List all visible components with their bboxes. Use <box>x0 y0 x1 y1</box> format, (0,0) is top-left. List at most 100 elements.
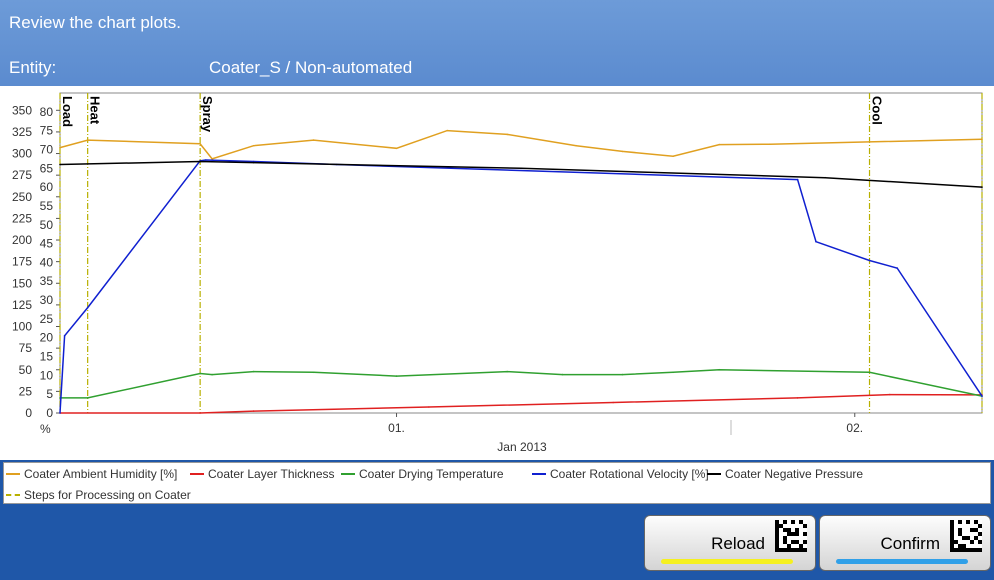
left-tick-label: 125 <box>12 298 32 312</box>
legend-item: Coater Negative Pressure <box>707 467 863 481</box>
data-point <box>59 146 61 149</box>
data-point <box>211 158 213 160</box>
step-label: Spray <box>200 96 215 133</box>
legend-item: Steps for Processing on Coater <box>6 488 191 502</box>
left-tick-label: 250 <box>12 190 32 204</box>
series-line <box>60 393 983 414</box>
legend-label: Coater Negative Pressure <box>725 467 864 481</box>
right-tick-label: 40 <box>40 255 54 269</box>
data-point <box>769 143 771 145</box>
data-point <box>672 371 674 374</box>
x-axis: 01. 02. Jan 2013 <box>388 413 863 454</box>
legend-item: Coater Drying Temperature <box>341 467 504 481</box>
series-layer <box>59 129 983 414</box>
data-point <box>621 373 624 376</box>
data-point <box>718 143 720 146</box>
data-point <box>204 159 207 161</box>
left-tick-label: 350 <box>12 103 32 117</box>
left-tick-label: 300 <box>12 147 32 161</box>
confirm-button[interactable]: Confirm <box>819 515 991 571</box>
legend-swatch <box>707 473 721 475</box>
entity-value: Coater_S / Non-automated <box>209 58 413 77</box>
data-point <box>199 412 201 414</box>
data-point <box>395 375 398 377</box>
left-tick-label: 325 <box>12 125 32 139</box>
legend-swatch <box>6 473 20 475</box>
step-label: Heat <box>88 96 103 125</box>
right-tick-label: 15 <box>40 350 54 364</box>
data-point <box>672 155 674 157</box>
data-point <box>252 161 255 164</box>
data-point <box>815 240 817 243</box>
data-point <box>981 395 983 397</box>
x-axis-label: Jan 2013 <box>497 440 547 454</box>
legend-label: Coater Rotational Velocity [%] <box>550 467 709 481</box>
right-tick-label: 45 <box>40 237 54 251</box>
x-tick-label: 01. <box>388 421 405 435</box>
legend-swatch <box>190 473 204 475</box>
legend-item: Coater Rotational Velocity [%] <box>532 467 709 481</box>
data-point <box>506 370 509 373</box>
entity-label: Entity: <box>9 58 57 77</box>
instruction-text: Review the chart plots. <box>9 13 181 32</box>
confirm-accent-bar <box>836 559 968 564</box>
data-point <box>59 412 61 414</box>
right-tick-label: 65 <box>40 161 54 175</box>
right-tick-label: 60 <box>40 180 54 194</box>
right-tick-label: 30 <box>40 293 54 307</box>
data-point <box>395 147 398 150</box>
left-tick-label: 100 <box>12 320 32 334</box>
left-tick-label: 150 <box>12 276 32 290</box>
data-point <box>252 144 255 147</box>
data-point <box>889 393 891 396</box>
legend-label: Steps for Processing on Coater <box>24 488 191 502</box>
data-point <box>199 160 201 163</box>
line-chart: 3503253002752502252001751501251007550250… <box>12 92 983 454</box>
left-tick-label: 200 <box>12 233 32 247</box>
x-tick-label: 02. <box>846 421 863 435</box>
left-axis-unit: % <box>40 422 51 436</box>
data-point <box>718 368 720 371</box>
data-point <box>896 267 898 269</box>
data-point <box>506 133 509 136</box>
left-tick-label: 75 <box>19 341 33 355</box>
left-tick-label: 25 <box>19 384 33 398</box>
series-group <box>59 160 983 188</box>
legend-swatch <box>6 494 20 496</box>
data-point <box>621 150 624 153</box>
left-tick-label: 50 <box>19 363 33 377</box>
legend-swatch <box>341 473 355 475</box>
steps-layer: Load Heat Spray Cool <box>59 93 983 413</box>
qr-code-icon <box>950 520 982 552</box>
left-tick-label: 175 <box>12 255 32 269</box>
data-point <box>868 371 871 374</box>
reload-accent-bar <box>661 559 793 564</box>
left-axis: 3503253002752502252001751501251007550250… <box>12 103 60 436</box>
step-label: Load <box>60 96 75 127</box>
data-point <box>86 139 89 141</box>
right-tick-label: 55 <box>40 199 54 213</box>
legend-label: Coater Ambient Humidity [%] <box>24 467 178 481</box>
reload-button[interactable]: Reload <box>644 515 816 571</box>
data-point <box>981 138 983 141</box>
left-tick-label: 225 <box>12 211 32 225</box>
confirm-label: Confirm <box>880 534 940 553</box>
left-tick-label: 0 <box>25 406 32 420</box>
data-point <box>561 373 564 376</box>
data-point <box>796 397 799 399</box>
right-tick-label: 20 <box>40 331 54 345</box>
legend-item: Coater Ambient Humidity [%] <box>6 467 177 481</box>
reload-label: Reload <box>711 534 765 553</box>
plot-frame <box>59 92 983 414</box>
right-tick-label: 50 <box>40 218 54 232</box>
series-line <box>60 368 983 399</box>
data-point <box>199 143 201 145</box>
right-tick-label: 10 <box>40 368 54 382</box>
data-point <box>520 167 522 170</box>
right-tick-label: 0 <box>46 406 53 420</box>
right-tick-label: 80 <box>40 105 54 119</box>
data-point <box>428 406 430 408</box>
data-point <box>86 306 89 309</box>
data-point <box>252 410 255 412</box>
